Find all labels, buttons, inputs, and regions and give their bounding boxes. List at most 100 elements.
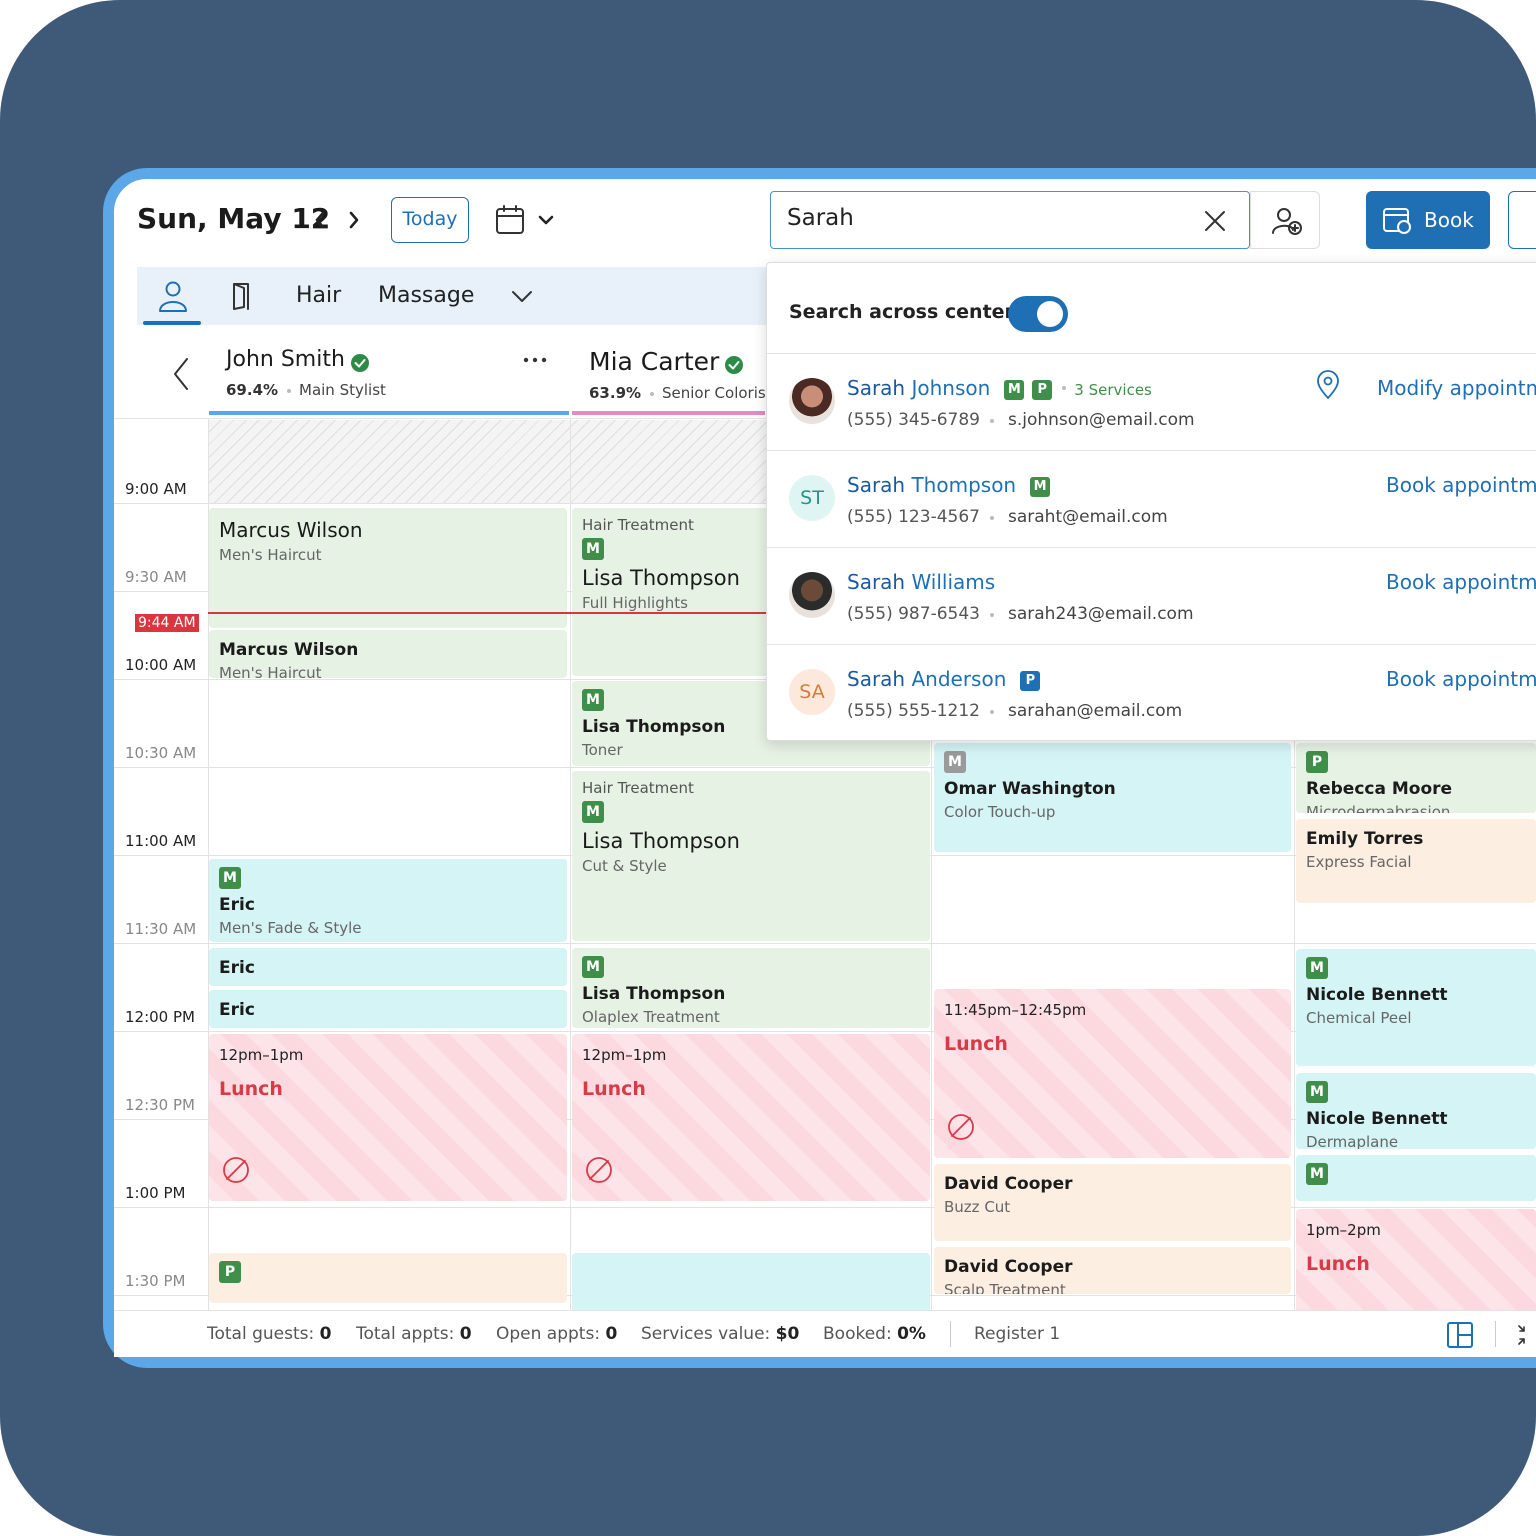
add-client-icon — [1271, 206, 1303, 236]
membership-badge: P — [1020, 671, 1041, 691]
membership-badge: M — [219, 867, 241, 889]
calendar-picker[interactable] — [494, 204, 560, 238]
appointment-category: Hair Treatment — [582, 516, 694, 534]
result-action[interactable]: Book appointment — [1386, 570, 1536, 594]
search-result[interactable]: Sarah Williams (555) 987-6543 sarah243@ema… — [767, 547, 1536, 644]
appointment[interactable]: P — [209, 1253, 567, 1303]
time-label: 1:30 PM — [125, 1272, 186, 1290]
appointment[interactable]: M Omar Washington Color Touch-up — [934, 743, 1291, 852]
search-result[interactable]: ST Sarah Thompson M (555) 123-4567 saraht@em… — [767, 450, 1536, 547]
staff-underline — [209, 411, 569, 415]
date-title: Sun, May 12 — [137, 202, 331, 235]
appointment[interactable]: Eric — [209, 990, 567, 1028]
time-label: 11:30 AM — [125, 920, 197, 938]
search-input[interactable]: Sarah — [770, 191, 1250, 249]
appointment[interactable] — [572, 1253, 930, 1310]
layout-toggle[interactable] — [1446, 1321, 1474, 1349]
book-button[interactable]: Book — [1366, 191, 1490, 249]
search-result[interactable]: SA Sarah Anderson P (555) 555-1212 sarahan@e… — [767, 644, 1536, 741]
clear-search[interactable] — [1203, 209, 1227, 233]
search-result[interactable]: Sarah Johnson M P 3 Services (555) 345-6789 s… — [767, 353, 1536, 450]
badge-row: M — [944, 751, 1281, 777]
grid-line — [114, 767, 1536, 768]
client-initials: ST — [789, 475, 835, 521]
result-action[interactable]: Book appointment — [1386, 667, 1536, 691]
client-name: David Cooper — [944, 1174, 1073, 1194]
membership-badge: M — [582, 538, 604, 560]
service-name: Color Touch-up — [944, 803, 1056, 821]
tabs-dropdown[interactable] — [510, 286, 534, 306]
result-action[interactable]: Modify appointment — [1377, 376, 1536, 400]
lunch-break[interactable]: 12pm–1pm Lunch — [572, 1034, 930, 1201]
appointment[interactable]: Hair Treatment M Lisa Thompson Cut & Style — [572, 771, 930, 941]
appointment[interactable]: P Rebecca Moore Microdermabrasion — [1296, 743, 1536, 813]
service-name: Men's Haircut — [219, 664, 322, 678]
appointment[interactable]: David Cooper Scalp Treatment — [934, 1247, 1291, 1294]
client-name: Lisa Thompson — [582, 829, 740, 853]
separator-dot — [990, 516, 994, 520]
grid-line — [114, 1207, 1536, 1208]
time-label: 10:30 AM — [125, 744, 197, 762]
client-name: Marcus Wilson — [219, 518, 363, 542]
column-line — [208, 419, 209, 1310]
appointment-category: Hair Treatment — [582, 779, 694, 797]
badge-row: M — [1306, 1163, 1526, 1189]
footer-stat: Booked: 0% — [823, 1324, 926, 1344]
appointment[interactable]: M Nicole Bennett Chemical Peel — [1296, 949, 1536, 1066]
lunch-break[interactable]: 1pm–2pm Lunch — [1296, 1209, 1536, 1310]
appointment[interactable]: M Nicole Bennett Dermaplane — [1296, 1073, 1536, 1149]
break-time: 1pm–2pm — [1306, 1221, 1381, 1239]
appointment[interactable]: M Eric Men's Fade & Style — [209, 859, 567, 942]
room-view-tab[interactable] — [230, 281, 256, 311]
category-tab[interactable]: Massage — [378, 283, 475, 308]
prev-day[interactable] — [312, 208, 328, 232]
appointment[interactable]: Eric — [209, 948, 567, 986]
staff-view-tab[interactable] — [155, 279, 191, 313]
service-name: Microdermabrasion — [1306, 803, 1451, 813]
search-text: Sarah — [787, 205, 854, 231]
prev-staff[interactable] — [170, 356, 192, 392]
client-photo — [789, 378, 835, 424]
appointment[interactable]: Emily Torres Express Facial — [1296, 819, 1536, 903]
staff-name: John Smith — [226, 347, 345, 372]
no-booking-icon — [221, 1155, 251, 1185]
stat-value: 0 — [319, 1324, 332, 1344]
client-email: sarahan@email.com — [1008, 701, 1183, 721]
today-button[interactable]: Today — [391, 197, 469, 243]
break-time: 12pm–1pm — [582, 1046, 667, 1064]
service-name: Express Facial — [1306, 853, 1412, 871]
appointment[interactable]: M — [1296, 1155, 1536, 1201]
staff-menu[interactable] — [522, 352, 548, 366]
collapse-view[interactable] — [1516, 1323, 1536, 1347]
stat-label: Total appts: — [356, 1324, 455, 1344]
footer-stat: Open appts: 0 — [496, 1324, 617, 1344]
more-button[interactable] — [1508, 191, 1536, 249]
search-toggle[interactable] — [1008, 296, 1068, 332]
appointment[interactable]: Marcus Wilson Men's Haircut — [209, 630, 567, 678]
stat-label: Total guests: — [207, 1324, 315, 1344]
lunch-break[interactable]: 12pm–1pm Lunch — [209, 1034, 567, 1201]
service-name: Cut & Style — [582, 857, 667, 875]
time-label: 9:00 AM — [125, 480, 187, 498]
service-name: Scalp Treatment — [944, 1281, 1066, 1294]
appointment[interactable]: Marcus Wilson Men's Haircut — [209, 508, 567, 628]
no-booking-icon — [584, 1155, 614, 1185]
client-phone: (555) 123-4567 — [847, 507, 980, 527]
appointment[interactable]: David Cooper Buzz Cut — [934, 1164, 1291, 1241]
badge-row: M — [582, 538, 920, 564]
badge-row: M — [1306, 957, 1526, 983]
next-day[interactable] — [346, 208, 362, 232]
client-name: Rebecca Moore — [1306, 779, 1453, 799]
membership-badge: M — [944, 751, 966, 773]
result-action[interactable]: Book appointment — [1386, 473, 1536, 497]
stat-value: 0 — [605, 1324, 618, 1344]
membership-badge: M — [1306, 1163, 1328, 1185]
register-name: Register 1 — [974, 1324, 1061, 1344]
lunch-break[interactable]: 11:45pm–12:45pm Lunch — [934, 989, 1291, 1158]
service-name: Full Highlights — [582, 594, 688, 612]
add-client-button[interactable] — [1250, 191, 1320, 249]
appointment[interactable]: M Lisa Thompson Olaplex Treatment — [572, 948, 930, 1028]
time-label: 10:00 AM — [125, 656, 197, 674]
category-tab[interactable]: Hair — [296, 283, 342, 308]
